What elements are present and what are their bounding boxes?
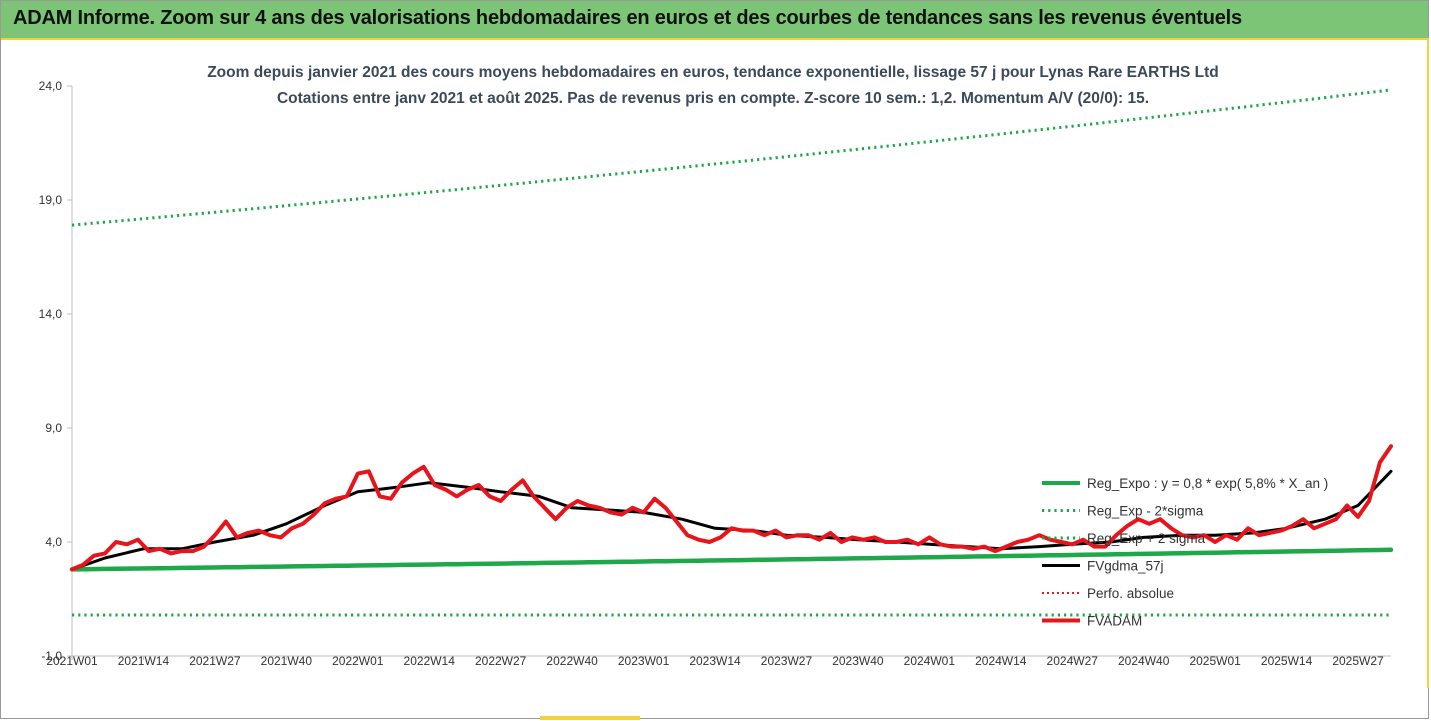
x-tick-label: 2023W01 — [618, 654, 670, 668]
x-tick-label: 2023W27 — [761, 654, 813, 668]
chart-title-line-1: Zoom depuis janvier 2021 des cours moyen… — [207, 64, 1219, 81]
legend-label-reg_expo: Reg_Expo : y = 0,8 * exp( 5,8% * X_an ) — [1087, 476, 1328, 491]
x-tick-label: 2024W40 — [1118, 654, 1170, 668]
legend-label-minus2sigma: Reg_Exp - 2*sigma — [1087, 504, 1204, 519]
x-tick-label: 2021W27 — [189, 654, 241, 668]
legend-label-plus2sigma: Reg_Exp + 2 sigma — [1087, 531, 1206, 546]
y-tick-label: 14,0 — [39, 307, 63, 321]
x-tick-label: 2025W01 — [1189, 654, 1241, 668]
chart-series — [69, 88, 1394, 617]
x-tick-label: 2024W01 — [904, 654, 956, 668]
x-tick-label: 2022W14 — [404, 654, 456, 668]
x-tick-label: 2025W14 — [1261, 654, 1313, 668]
x-tick-label: 2021W01 — [46, 654, 98, 668]
x-tick-label: 2024W14 — [975, 654, 1027, 668]
series-line-plus2sigma — [71, 88, 1392, 227]
x-tick-label: 2022W40 — [546, 654, 598, 668]
series-line-fvadam — [70, 444, 1393, 572]
x-tick-label: 2021W40 — [261, 654, 313, 668]
chart-title-line-2: Cotations entre janv 2021 et août 2025. … — [277, 90, 1149, 107]
accent-bottom-bar — [540, 716, 640, 720]
legend-label-perfo: Perfo. absolue — [1087, 586, 1174, 601]
report-title: ADAM Informe. Zoom sur 4 ans des valoris… — [13, 7, 1242, 29]
y-tick-label: 24,0 — [39, 79, 63, 93]
x-tick-label: 2024W27 — [1047, 654, 1099, 668]
legend-label-fvgdma: FVgdma_57j — [1087, 559, 1164, 574]
series-line-reg_expo — [69, 547, 1394, 572]
y-tick-label: 9,0 — [45, 421, 62, 435]
legend-label-fvadam: FVADAM — [1087, 614, 1142, 629]
x-tick-label: 2023W14 — [689, 654, 741, 668]
report-banner: ADAM Informe. Zoom sur 4 ans des valoris… — [1, 1, 1428, 40]
x-tick-label: 2022W27 — [475, 654, 527, 668]
x-tick-label: 2022W01 — [332, 654, 384, 668]
accent-border — [1427, 38, 1429, 688]
y-tick-label: 19,0 — [39, 193, 63, 207]
x-tick-label: 2023W40 — [832, 654, 884, 668]
x-tick-label: 2025W27 — [1332, 654, 1384, 668]
chart-legend: Reg_Expo : y = 0,8 * exp( 5,8% * X_an ) R… — [1042, 476, 1328, 629]
y-tick-label: -1,0 — [41, 649, 62, 663]
y-tick-label: 4,0 — [45, 535, 62, 549]
x-tick-label: 2021W14 — [118, 654, 170, 668]
chart-axes: -1,0 4,0 9,0 14,0 19,0 24,0 2021W01 2021W14 2021… — [39, 79, 1391, 668]
